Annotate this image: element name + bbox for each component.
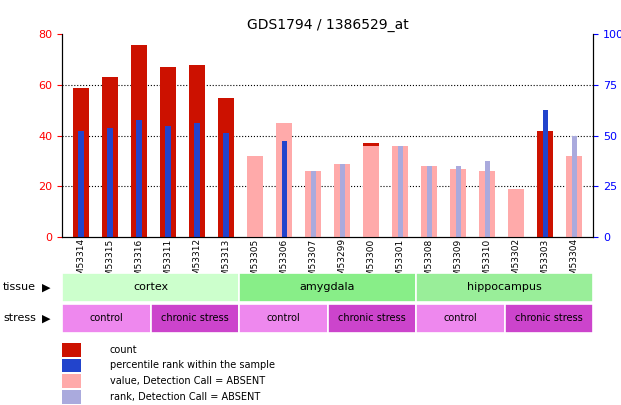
Text: chronic stress: chronic stress (338, 313, 406, 323)
Bar (131, 45, 147, 237)
Bar (78, 130, 83, 237)
Bar (363, 146, 379, 237)
Text: chronic stress: chronic stress (161, 313, 229, 323)
Bar (572, 136, 577, 237)
Bar (537, 130, 553, 237)
Bar (566, 156, 582, 237)
Bar (239, 304, 327, 333)
Text: cortex: cortex (133, 282, 168, 292)
Text: ▶: ▶ (42, 313, 51, 323)
Bar (224, 133, 229, 237)
Bar (421, 166, 437, 237)
Bar (165, 126, 171, 237)
Bar (276, 123, 292, 237)
Bar (73, 87, 89, 237)
Bar (484, 161, 490, 237)
Bar (61, 374, 81, 388)
Text: count: count (109, 345, 137, 355)
Bar (416, 273, 593, 302)
Bar (508, 189, 524, 237)
Text: rank, Detection Call = ABSENT: rank, Detection Call = ABSENT (109, 392, 260, 402)
Text: stress: stress (3, 313, 36, 323)
Bar (107, 128, 112, 237)
Text: tissue: tissue (3, 282, 36, 292)
Bar (397, 146, 402, 237)
Bar (239, 273, 416, 302)
Text: control: control (89, 313, 123, 323)
Text: control: control (266, 313, 300, 323)
Bar (456, 166, 461, 237)
Bar (137, 121, 142, 237)
Bar (363, 143, 379, 237)
Bar (276, 123, 292, 237)
Bar (328, 304, 416, 333)
Bar (392, 146, 408, 237)
Bar (62, 273, 239, 302)
Bar (416, 304, 504, 333)
Text: percentile rank within the sample: percentile rank within the sample (109, 360, 274, 371)
Bar (61, 390, 81, 404)
Text: hippocampus: hippocampus (467, 282, 542, 292)
Bar (340, 164, 345, 237)
Bar (310, 171, 315, 237)
Bar (450, 168, 466, 237)
Text: ▶: ▶ (42, 282, 51, 292)
Bar (61, 358, 81, 372)
Bar (150, 304, 239, 333)
Bar (305, 171, 321, 237)
Bar (102, 77, 118, 237)
Bar (62, 304, 150, 333)
Bar (247, 156, 263, 237)
Text: chronic stress: chronic stress (515, 313, 582, 323)
Text: value, Detection Call = ABSENT: value, Detection Call = ABSENT (109, 376, 265, 386)
Bar (479, 171, 495, 237)
Bar (194, 123, 199, 237)
Bar (281, 141, 287, 237)
Bar (61, 343, 81, 357)
Bar (218, 98, 234, 237)
Text: control: control (443, 313, 477, 323)
Bar (504, 304, 593, 333)
Text: amygdala: amygdala (300, 282, 355, 292)
Bar (189, 65, 205, 237)
Bar (334, 164, 350, 237)
Bar (427, 166, 432, 237)
Bar (543, 111, 548, 237)
Bar (160, 67, 176, 237)
Title: GDS1794 / 1386529_at: GDS1794 / 1386529_at (247, 18, 409, 32)
